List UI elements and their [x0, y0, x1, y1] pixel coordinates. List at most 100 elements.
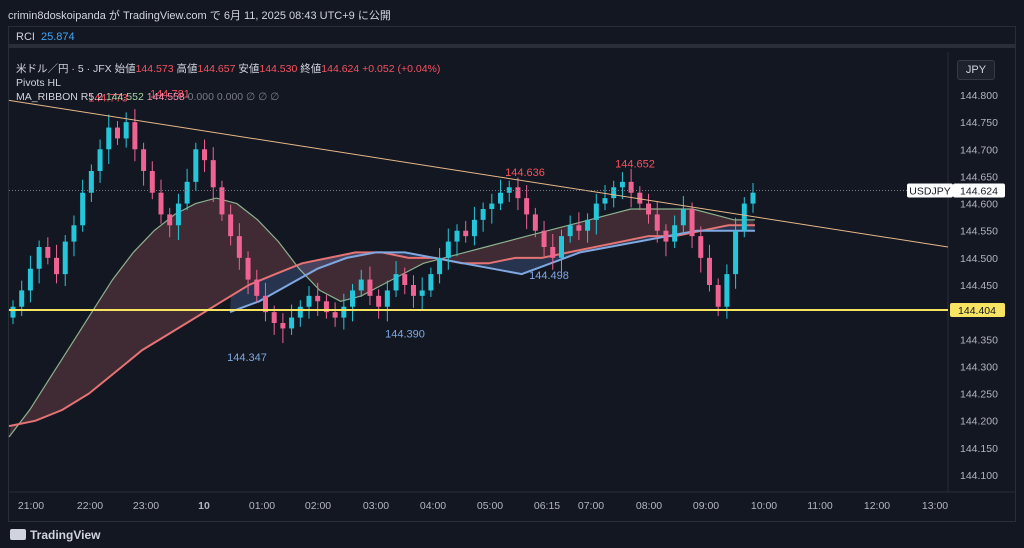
candle-body [193, 149, 199, 182]
candle-body [175, 203, 181, 226]
legend-close-label: 終値 [300, 63, 322, 75]
x-tick-label: 03:00 [363, 500, 389, 512]
legend-low: 144.530 [259, 63, 298, 75]
candle-body [445, 241, 451, 258]
legend-high-label: 高値 [176, 63, 198, 75]
candle-body [114, 127, 120, 139]
y-tick-label: 144.800 [960, 90, 998, 102]
candle-body [358, 279, 364, 291]
candle-body [210, 160, 216, 188]
candle-body [628, 181, 634, 193]
publish-header: crimin8doskoipanda が TradingView.com で 6… [0, 0, 1024, 26]
chart-frame[interactable] [8, 26, 1016, 522]
candle-body [376, 295, 382, 307]
candle-body [367, 279, 373, 296]
trendline [8, 99, 949, 248]
candle-body [706, 257, 712, 285]
candle-body [532, 214, 538, 231]
y-tick-label: 144.650 [960, 171, 998, 183]
legend-symbol[interactable]: 米ドル／円 · 5 · JFX [16, 63, 112, 75]
candle-body [637, 192, 643, 204]
candle-body [541, 230, 547, 247]
x-tick-label: 04:00 [420, 500, 446, 512]
candle-body [480, 209, 486, 220]
candle-body [498, 192, 504, 204]
candle-body [654, 214, 660, 231]
candle-body [106, 127, 112, 150]
candle-body [167, 214, 173, 226]
last-price-badge [953, 183, 1005, 198]
rci-pane[interactable]: RCI 25.874 [8, 26, 1016, 48]
candle-body [619, 181, 625, 188]
candle-body [576, 225, 582, 231]
last-price-label: 144.624 [960, 186, 998, 198]
symbol-badge-label: USDJPY [909, 186, 950, 198]
legend-pivots[interactable]: Pivots HL [16, 77, 61, 89]
candle-body [515, 187, 521, 199]
currency-badge[interactable]: JPY [957, 60, 995, 80]
legend-close: 144.624 [321, 63, 360, 75]
y-tick-label: 144.600 [960, 199, 998, 211]
candle-body [280, 323, 286, 329]
ma-fast-line [8, 197, 755, 438]
candle-body [123, 122, 129, 139]
candle-body [419, 290, 425, 296]
pivot-label: 144.652 [615, 158, 655, 170]
candle-body [602, 198, 608, 204]
candle-body [297, 306, 303, 318]
legend-open: 144.573 [135, 63, 174, 75]
candle-body [724, 274, 730, 307]
candle-body [71, 225, 77, 242]
candle-body [36, 247, 42, 269]
candle-body [202, 149, 208, 161]
candle-body [402, 274, 408, 285]
legend-ma-fast: 144.552 [105, 91, 144, 103]
candle-body [463, 230, 469, 237]
x-tick-label: 07:00 [578, 500, 604, 512]
candle-body [437, 257, 443, 275]
candle-body [680, 209, 686, 226]
x-tick-label: 09:00 [693, 500, 719, 512]
candle-body [489, 203, 495, 209]
candle-body [315, 295, 321, 302]
candle-body [184, 181, 190, 204]
x-tick-label: 08:00 [636, 500, 662, 512]
tradingview-logo[interactable]: TradingView [10, 528, 100, 542]
x-tick-label: 22:00 [77, 500, 103, 512]
candle-body [384, 290, 390, 307]
legend-ohlc-row: 米ドル／円 · 5 · JFX 始値144.573 高値144.657 安値14… [16, 62, 440, 76]
y-tick-label: 144.750 [960, 117, 998, 129]
candle-body [733, 230, 739, 275]
y-tick-label: 144.150 [960, 443, 998, 455]
x-tick-label: 05:00 [477, 500, 503, 512]
x-tick-label: 12:00 [864, 500, 890, 512]
chart-legend: 米ドル／円 · 5 · JFX 始値144.573 高値144.657 安値14… [16, 62, 440, 104]
candle-body [410, 285, 416, 296]
candle-body [10, 306, 16, 318]
candle-body [54, 257, 60, 275]
x-tick-label: 02:00 [305, 500, 331, 512]
candle-body [141, 149, 147, 171]
x-tick-label: 06:15 [534, 500, 560, 512]
candle-body [741, 203, 747, 231]
y-tick-label: 144.200 [960, 416, 998, 428]
candle-body [698, 236, 704, 258]
legend-ma-label[interactable]: MA_RIBBON R5.2 [16, 91, 103, 103]
candle-body [341, 306, 347, 318]
candle-body [585, 219, 591, 231]
legend-ma-slow: 144.558 [146, 91, 185, 103]
candle-body [62, 241, 68, 275]
candle-body [611, 187, 617, 199]
candle-body [271, 312, 277, 323]
y-tick-label: 144.350 [960, 334, 998, 346]
legend-change: +0.052 (+0.04%) [362, 63, 441, 75]
candle-body [323, 301, 329, 313]
footer: TradingView [0, 522, 1024, 548]
candle-body [219, 187, 225, 215]
x-tick-label: 13:00 [922, 500, 948, 512]
candle-body [350, 290, 356, 307]
candle-body [97, 149, 103, 171]
candle-body [558, 236, 564, 258]
support-price-badge [950, 302, 1005, 317]
